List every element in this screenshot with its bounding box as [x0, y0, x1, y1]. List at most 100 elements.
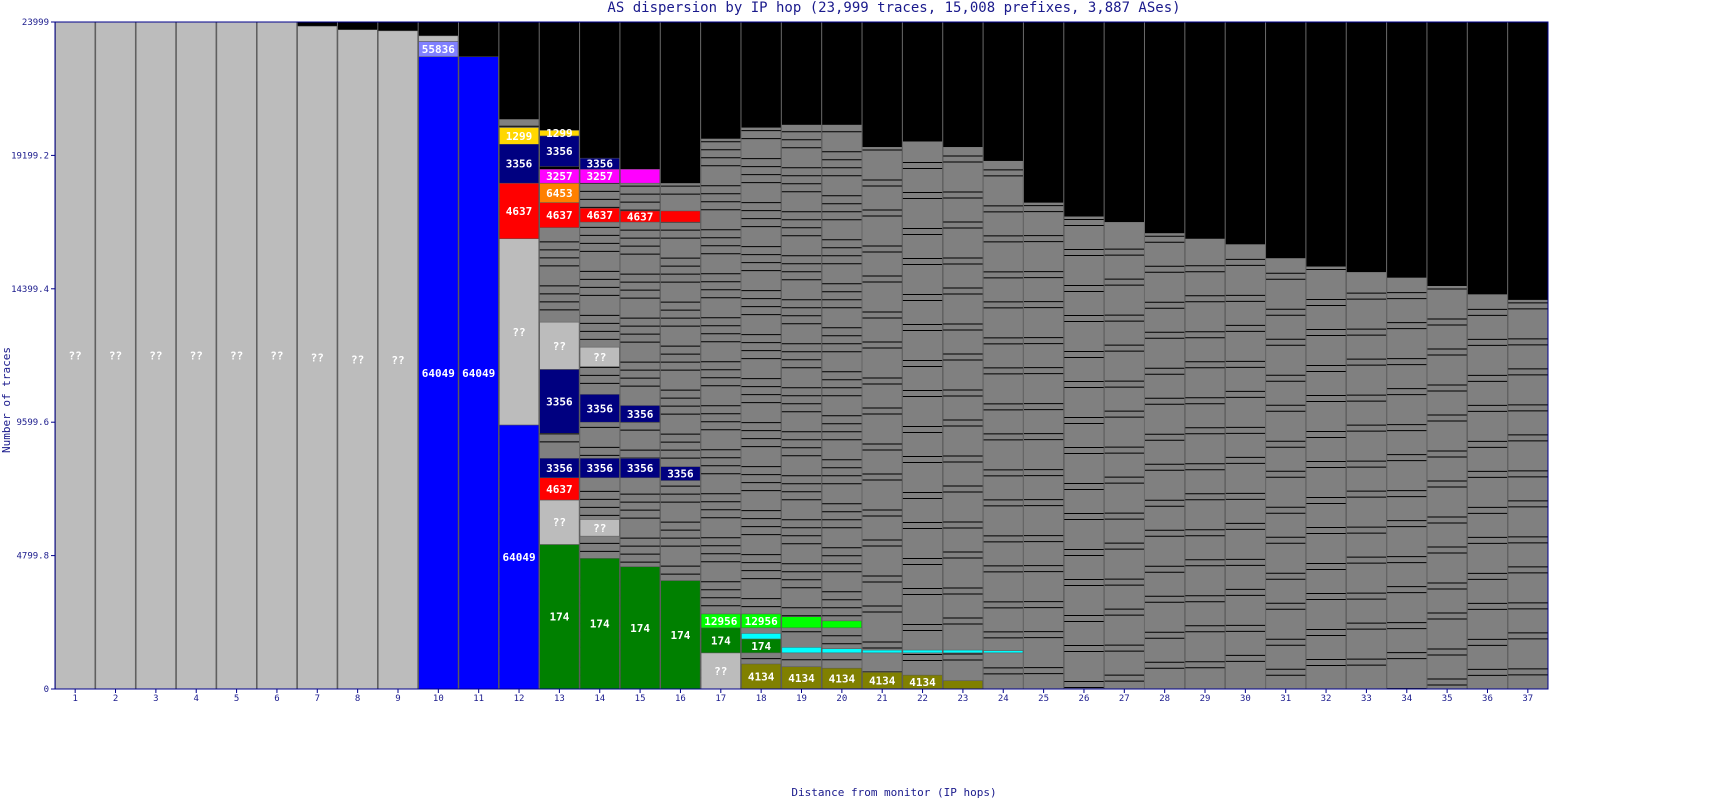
- as-segment-bar: [55, 21, 96, 690]
- as-segment-label: 4637: [627, 211, 654, 224]
- x-tick-label: 20: [836, 694, 847, 704]
- as-segment-bar: [821, 620, 862, 629]
- as-segment-label: ??: [553, 516, 566, 529]
- minor-as-band: [902, 141, 943, 690]
- as-segment-label: ??: [230, 350, 243, 363]
- as-segment-label: 3257: [546, 170, 573, 183]
- as-segment-bar: [620, 169, 661, 184]
- x-tick-label: 28: [1159, 694, 1170, 704]
- as-segment-bar: [579, 394, 620, 423]
- x-tick-label: 34: [1401, 694, 1412, 704]
- as-segment-bar: [660, 580, 701, 690]
- as-segment-label: 174: [590, 618, 610, 631]
- as-segment-bar: [499, 127, 539, 145]
- x-tick-label: 30: [1240, 694, 1251, 704]
- as-segment-bar: [902, 649, 943, 654]
- as-segment-label: 3356: [627, 408, 654, 421]
- as-segment-bar: [700, 613, 741, 629]
- as-segment-label: ??: [109, 350, 122, 363]
- as-segment-label: ??: [69, 350, 82, 363]
- as-segment-bar: [821, 648, 862, 654]
- as-segment-bar: [337, 29, 378, 690]
- as-segment-bar: [297, 25, 338, 690]
- as-segment-label: ??: [714, 665, 727, 678]
- as-segment-label: 4134: [909, 676, 936, 689]
- as-segment-bar: [539, 369, 580, 434]
- as-segment-bar: [135, 21, 176, 690]
- as-segment-bar: [983, 650, 1024, 654]
- as-segment-bar: [660, 466, 701, 481]
- as-segment-label: 3356: [667, 468, 694, 481]
- x-tick-label: 22: [917, 694, 928, 704]
- as-segment-label: 3356: [586, 158, 613, 171]
- minor-as-band: [1387, 277, 1427, 689]
- as-segment-label: ??: [190, 350, 203, 363]
- y-tick-label: 0: [44, 685, 49, 695]
- y-tick-label: 4799.8: [16, 552, 49, 562]
- x-tick-label: 25: [1038, 694, 1049, 704]
- as-segment-bar: [418, 35, 459, 42]
- x-tick-label: 31: [1280, 694, 1291, 704]
- as-segment-label: 3356: [586, 402, 613, 415]
- as-segment-label: 12956: [704, 615, 737, 628]
- minor-as-band: [1508, 299, 1548, 689]
- as-segment-bar: [942, 649, 983, 654]
- as-segment-label: 3356: [546, 145, 573, 158]
- as-segment-bar: [95, 21, 136, 690]
- as-segment-label: 64049: [422, 367, 455, 380]
- x-tick-label: 37: [1522, 694, 1533, 704]
- x-tick-label: 15: [635, 694, 646, 704]
- as-segment-label: 4134: [869, 675, 896, 688]
- y-tick-label: 19199.2: [11, 151, 49, 161]
- as-segment-label: 6453: [546, 187, 573, 200]
- as-segment-bar: [741, 633, 782, 640]
- as-segment-label: 174: [671, 629, 691, 642]
- as-segment-label: 3356: [546, 462, 573, 475]
- x-tick-label: 13: [554, 694, 565, 704]
- as-segment-bar: [579, 458, 620, 479]
- x-tick-label: 6: [274, 694, 279, 704]
- as-segment-bar: [499, 144, 539, 184]
- x-tick-label: 7: [315, 694, 320, 704]
- x-tick-label: 17: [715, 694, 726, 704]
- minor-as-band: [1225, 244, 1266, 689]
- minor-as-band: [1064, 216, 1104, 689]
- segment-labels: ???????????????? ?? 64049 55836 64049 64049??…: [69, 43, 937, 689]
- as-segment-label: 4134: [748, 670, 775, 683]
- x-tick-label: 9: [395, 694, 400, 704]
- as-segment-bar: [499, 182, 539, 240]
- minor-as-band: [1104, 222, 1144, 689]
- as-segment-label: ??: [311, 352, 324, 365]
- minor-as-band: [983, 160, 1023, 689]
- as-segment-label: ??: [512, 326, 525, 339]
- as-segment-label: 3356: [627, 462, 654, 475]
- as-segment-label: 3257: [586, 170, 613, 183]
- x-tick-label: 11: [473, 694, 484, 704]
- x-tick-label: 18: [756, 694, 767, 704]
- as-segment-label: ??: [351, 353, 364, 366]
- as-segment-label: 64049: [462, 367, 495, 380]
- x-tick-label: 12: [514, 694, 525, 704]
- x-axis: 1 2 3 4 5 6 7 8 9 10 11 12 13 14 15 16 17 18 19 20 21 22 23 24 2…: [72, 689, 1533, 704]
- chart-title: AS dispersion by IP hop (23,999 traces, …: [607, 0, 1180, 16]
- as-segment-label: 4134: [788, 672, 815, 685]
- minor-as-band: [1306, 266, 1346, 689]
- as-segment-label: 174: [751, 640, 771, 653]
- as-segment-label: 1299: [546, 127, 573, 140]
- as-segment-bar: [499, 238, 539, 426]
- as-segment-label: 174: [630, 622, 650, 635]
- as-segment-bar: [579, 157, 620, 170]
- y-tick-label: 14399.4: [11, 285, 49, 295]
- minor-as-band: [1266, 258, 1306, 689]
- x-tick-label: 33: [1361, 694, 1372, 704]
- as-segment-bar: [458, 56, 499, 690]
- as-segment-bar: [781, 647, 822, 654]
- x-tick-label: 23: [957, 694, 968, 704]
- as-segment-label: ??: [270, 350, 283, 363]
- as-segment-bar: [660, 210, 701, 223]
- as-segment-bar: [579, 346, 620, 367]
- minor-as-band: [781, 124, 822, 689]
- as-segment-bar: [620, 210, 661, 223]
- as-segment-label: 55836: [422, 43, 455, 56]
